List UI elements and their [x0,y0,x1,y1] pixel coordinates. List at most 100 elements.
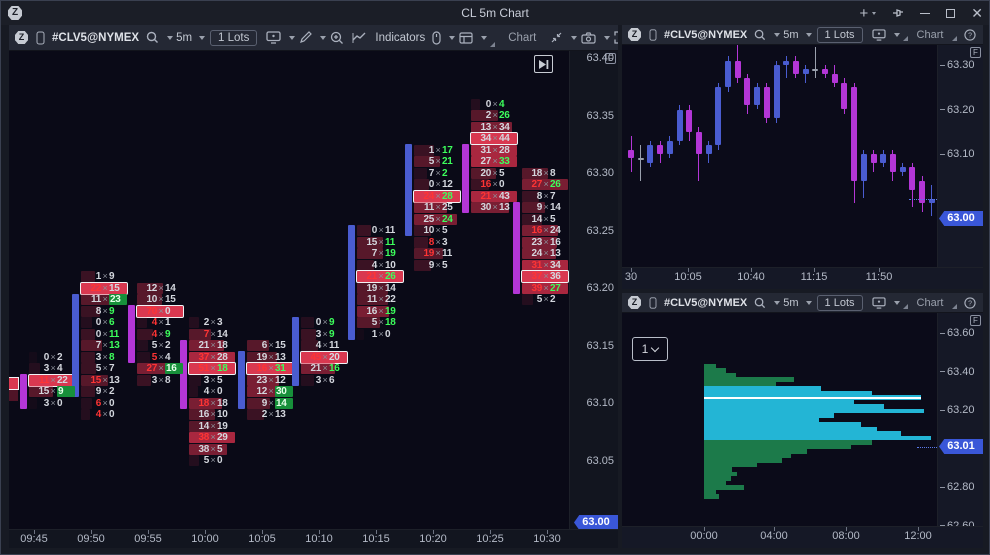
cluster-heat-bar [29,351,37,363]
lots-button[interactable]: 1 Lots [816,26,863,43]
monitor-icon[interactable] [871,28,886,41]
delimiter: × [492,156,498,166]
indicators-icon[interactable] [352,32,368,44]
monitor-icon[interactable] [266,31,282,44]
pin-window-icon[interactable] [892,7,904,19]
quantower-logo-icon[interactable]: Z [628,28,641,41]
cluster-heat-bar [81,328,96,340]
lots-button[interactable]: 1 Lots [210,29,258,46]
draw-pencil-icon[interactable] [299,31,313,44]
symbol-dropdown-icon[interactable] [774,300,781,305]
symbol-label[interactable]: #CLV5@NYMEX [52,31,140,44]
candle-price-axis[interactable]: F 63.00 63.30 63.20 63.10 [937,45,983,267]
footprint-cell: 16 × 0 [471,179,517,190]
footprint-plot[interactable]: 0 × 2 3 × 4 11 × 22 15 × 9 3 × 0 1 × 9 22 × 15 11 × 23 8 × 9 0 × 6 0 × 1… [9,51,569,529]
mobile-sync-icon[interactable] [649,28,657,41]
symbol-label[interactable]: #CLV5@NYMEX [664,296,748,309]
close-window-button[interactable]: ✕ [971,4,983,21]
candle-plot[interactable] [622,45,937,267]
footprint-time-axis[interactable]: 09:45 09:50 09:55 10:00 10:05 10:10 10:15 10:20… [9,529,618,548]
camera-dropdown-icon[interactable] [604,35,611,40]
footprint-cell: 9 × 5 [414,259,460,271]
help-icon[interactable]: ? [964,296,977,309]
timeframe-dropdown-icon[interactable] [805,300,812,305]
timeframe-label[interactable]: 5m [783,296,799,309]
ask-volume: 17 [442,144,453,156]
monitor-dropdown-icon[interactable] [893,32,900,37]
profile-plot[interactable]: 1 [622,313,937,526]
quantower-logo-icon[interactable]: Z [15,31,28,44]
chart-type-label[interactable]: Chart [508,31,537,44]
mouse-tool-icon[interactable] [432,30,441,45]
help-icon[interactable]: ? [964,28,977,41]
panels-icon[interactable] [459,31,473,44]
footprint-price-axis[interactable]: F 63.00 63.40 63.35 63.30 63.25 63.20 63.15 63… [569,51,618,530]
timeframe-dropdown-icon[interactable] [805,32,812,37]
search-icon[interactable] [754,297,766,309]
candle-body [860,154,867,181]
monitor-dropdown-icon[interactable] [893,300,900,305]
monitor-icon[interactable] [871,296,886,309]
bid-volume: 13 [480,121,491,133]
delimiter: × [158,340,164,350]
chart-type-label[interactable]: Chart [916,28,944,41]
bid-volume: 9 [536,202,543,213]
timeframe-label[interactable]: 5m [176,31,193,44]
collapse-dropdown-icon[interactable] [571,35,578,40]
symbol-label[interactable]: #CLV5@NYMEX [664,28,748,41]
profile-time-axis[interactable]: 00:00 04:00 08:00 12:00 [622,526,983,548]
candle-body [754,87,761,106]
mobile-sync-icon[interactable] [36,31,45,45]
indicators-label[interactable]: Indicators [375,31,426,44]
symbol-dropdown-icon[interactable] [774,32,781,37]
zoom-in-icon[interactable] [330,31,344,45]
go-to-latest-button[interactable] [534,55,553,73]
footprint-cell: 15 × 9 [29,386,75,397]
camera-icon[interactable] [581,31,596,44]
symbol-dropdown-icon[interactable] [167,35,174,40]
ask-volume: 9 [329,317,335,328]
monitor-dropdown-icon[interactable] [289,35,296,40]
cluster-heat-bar [301,363,335,374]
chart-type-label[interactable]: Chart [916,296,944,309]
profile-volume-bar [704,485,744,490]
minimize-button[interactable] [920,12,931,14]
bid-volume: 0 [95,317,102,328]
interval-dropdown-button[interactable]: 1 [632,337,668,361]
search-icon[interactable] [146,31,159,44]
delimiter: × [435,248,441,258]
profile-volume-bar [704,435,931,441]
search-icon[interactable] [754,29,766,41]
profile-volume-bar [704,381,776,387]
mobile-sync-icon[interactable] [649,296,657,309]
fixed-scale-icon[interactable]: F [970,315,981,326]
panels-dropdown-icon[interactable] [481,35,488,40]
timeframe-dropdown-icon[interactable] [199,35,206,40]
ask-volume: 23 [109,294,127,305]
ask-volume: 18 [217,340,228,351]
timeframe-label[interactable]: 5m [783,28,799,41]
footprint-candle-body [238,351,245,409]
bid-volume: 3 [43,397,50,409]
delimiter: × [378,225,384,235]
footprint-cell: 30 × 13 [471,202,517,213]
maximize-button[interactable] [946,8,956,18]
ask-volume: 3 [442,236,448,248]
cluster-heat-bar [357,294,388,305]
add-panel-button[interactable]: + [860,5,877,22]
lots-button[interactable]: 1 Lots [816,294,863,311]
fullscreen-icon[interactable] [614,31,618,44]
candle-time-axis[interactable]: 30 10:05 10:40 11:15 11:50 [622,267,983,289]
cluster-heat-bar [137,363,176,374]
fixed-scale-icon[interactable]: F [605,53,616,64]
candle-body [851,87,858,181]
fixed-scale-icon[interactable]: F [970,47,981,58]
draw-dropdown-icon[interactable] [320,35,327,40]
collapse-arrows-icon[interactable] [550,31,563,44]
quantower-logo-icon[interactable]: Z [628,296,641,309]
ask-volume: 4 [499,98,505,110]
mouse-dropdown-icon[interactable] [449,35,456,40]
cluster-heat-bar [189,340,225,351]
bid-volume: 5 [536,294,543,305]
